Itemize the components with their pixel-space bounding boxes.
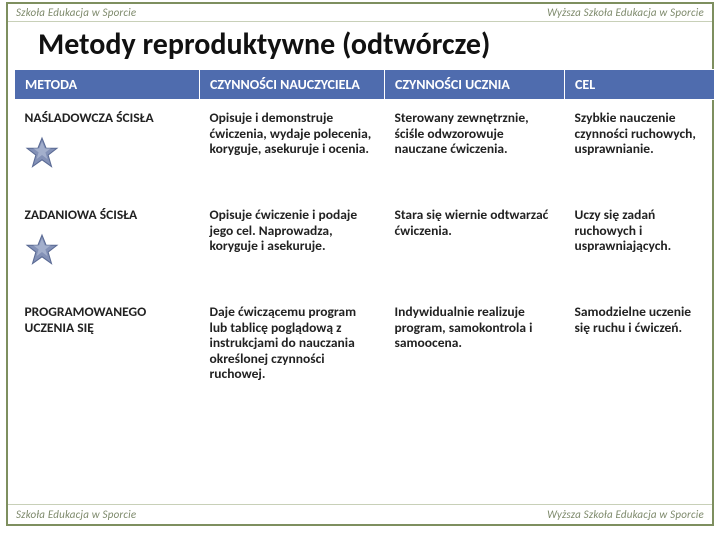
- slide-frame: Szkoła Edukacja w Sporcie Wyższa Szkoła …: [6, 2, 714, 526]
- th-teacher: CZYNNOŚCI NAUCZYCIELA: [200, 70, 385, 100]
- table-row: NAŚLADOWCZA ŚCISŁA Opisuje i demonstruje…: [15, 100, 715, 198]
- methods-table: METODA CZYNNOŚCI NAUCZYCIELA CZYNNOŚCI U…: [14, 69, 715, 406]
- cell-goal: Samodzielne uczenie się ruchu i ćwiczeń.: [565, 294, 715, 406]
- brand-right: Wyższa Szkoła Edukacja w Sporcie: [547, 6, 704, 19]
- table-row: PROGRAMOWANEGO UCZENIA SIĘ Daje ćwiczące…: [15, 294, 715, 406]
- table-row: ZADANIOWA ŚCISŁA Opisuje ćwiczenie i pod…: [15, 197, 715, 294]
- cell-teacher: Opisuje ćwiczenie i podaje jego cel. Nap…: [200, 197, 385, 294]
- slide-title: Metody reproduktywne (odtwórcze): [8, 22, 712, 69]
- cell-method: ZADANIOWA ŚCISŁA: [15, 197, 200, 294]
- method-label: ZADANIOWA ŚCISŁA: [25, 207, 190, 223]
- cell-method: NAŚLADOWCZA ŚCISŁA: [15, 100, 200, 198]
- th-goal: CEL: [565, 70, 715, 100]
- method-label: PROGRAMOWANEGO UCZENIA SIĘ: [25, 304, 190, 335]
- cell-student: Stara się wiernie odtwarzać ćwiczenia.: [385, 197, 565, 294]
- star-icon: [25, 233, 59, 267]
- cell-goal: Szybkie nauczenie czynności ruchowych, u…: [565, 100, 715, 198]
- brand-right-footer: Wyższa Szkoła Edukacja w Sporcie: [547, 508, 704, 521]
- footer-band: Szkoła Edukacja w Sporcie Wyższa Szkoła …: [8, 504, 712, 524]
- cell-teacher: Daje ćwiczącemu program lub tablicę pogl…: [200, 294, 385, 406]
- th-method: METODA: [15, 70, 200, 100]
- cell-goal: Uczy się zadań ruchowych i usprawniający…: [565, 197, 715, 294]
- brand-left-footer: Szkoła Edukacja w Sporcie: [16, 508, 136, 521]
- brand-left: Szkoła Edukacja w Sporcie: [16, 6, 136, 19]
- star-icon: [25, 136, 59, 170]
- table-body: NAŚLADOWCZA ŚCISŁA Opisuje i demonstruje…: [15, 100, 715, 406]
- cell-student: Indywidualnie realizuje program, samokon…: [385, 294, 565, 406]
- cell-teacher: Opisuje i demonstruje ćwiczenia, wydaje …: [200, 100, 385, 198]
- header-band: Szkoła Edukacja w Sporcie Wyższa Szkoła …: [8, 4, 712, 22]
- cell-student: Sterowany zewnętrznie, ściśle odwzorowuj…: [385, 100, 565, 198]
- table-header-row: METODA CZYNNOŚCI NAUCZYCIELA CZYNNOŚCI U…: [15, 70, 715, 100]
- cell-method: PROGRAMOWANEGO UCZENIA SIĘ: [15, 294, 200, 406]
- method-label: NAŚLADOWCZA ŚCISŁA: [25, 110, 190, 126]
- th-student: CZYNNOŚCI UCZNIA: [385, 70, 565, 100]
